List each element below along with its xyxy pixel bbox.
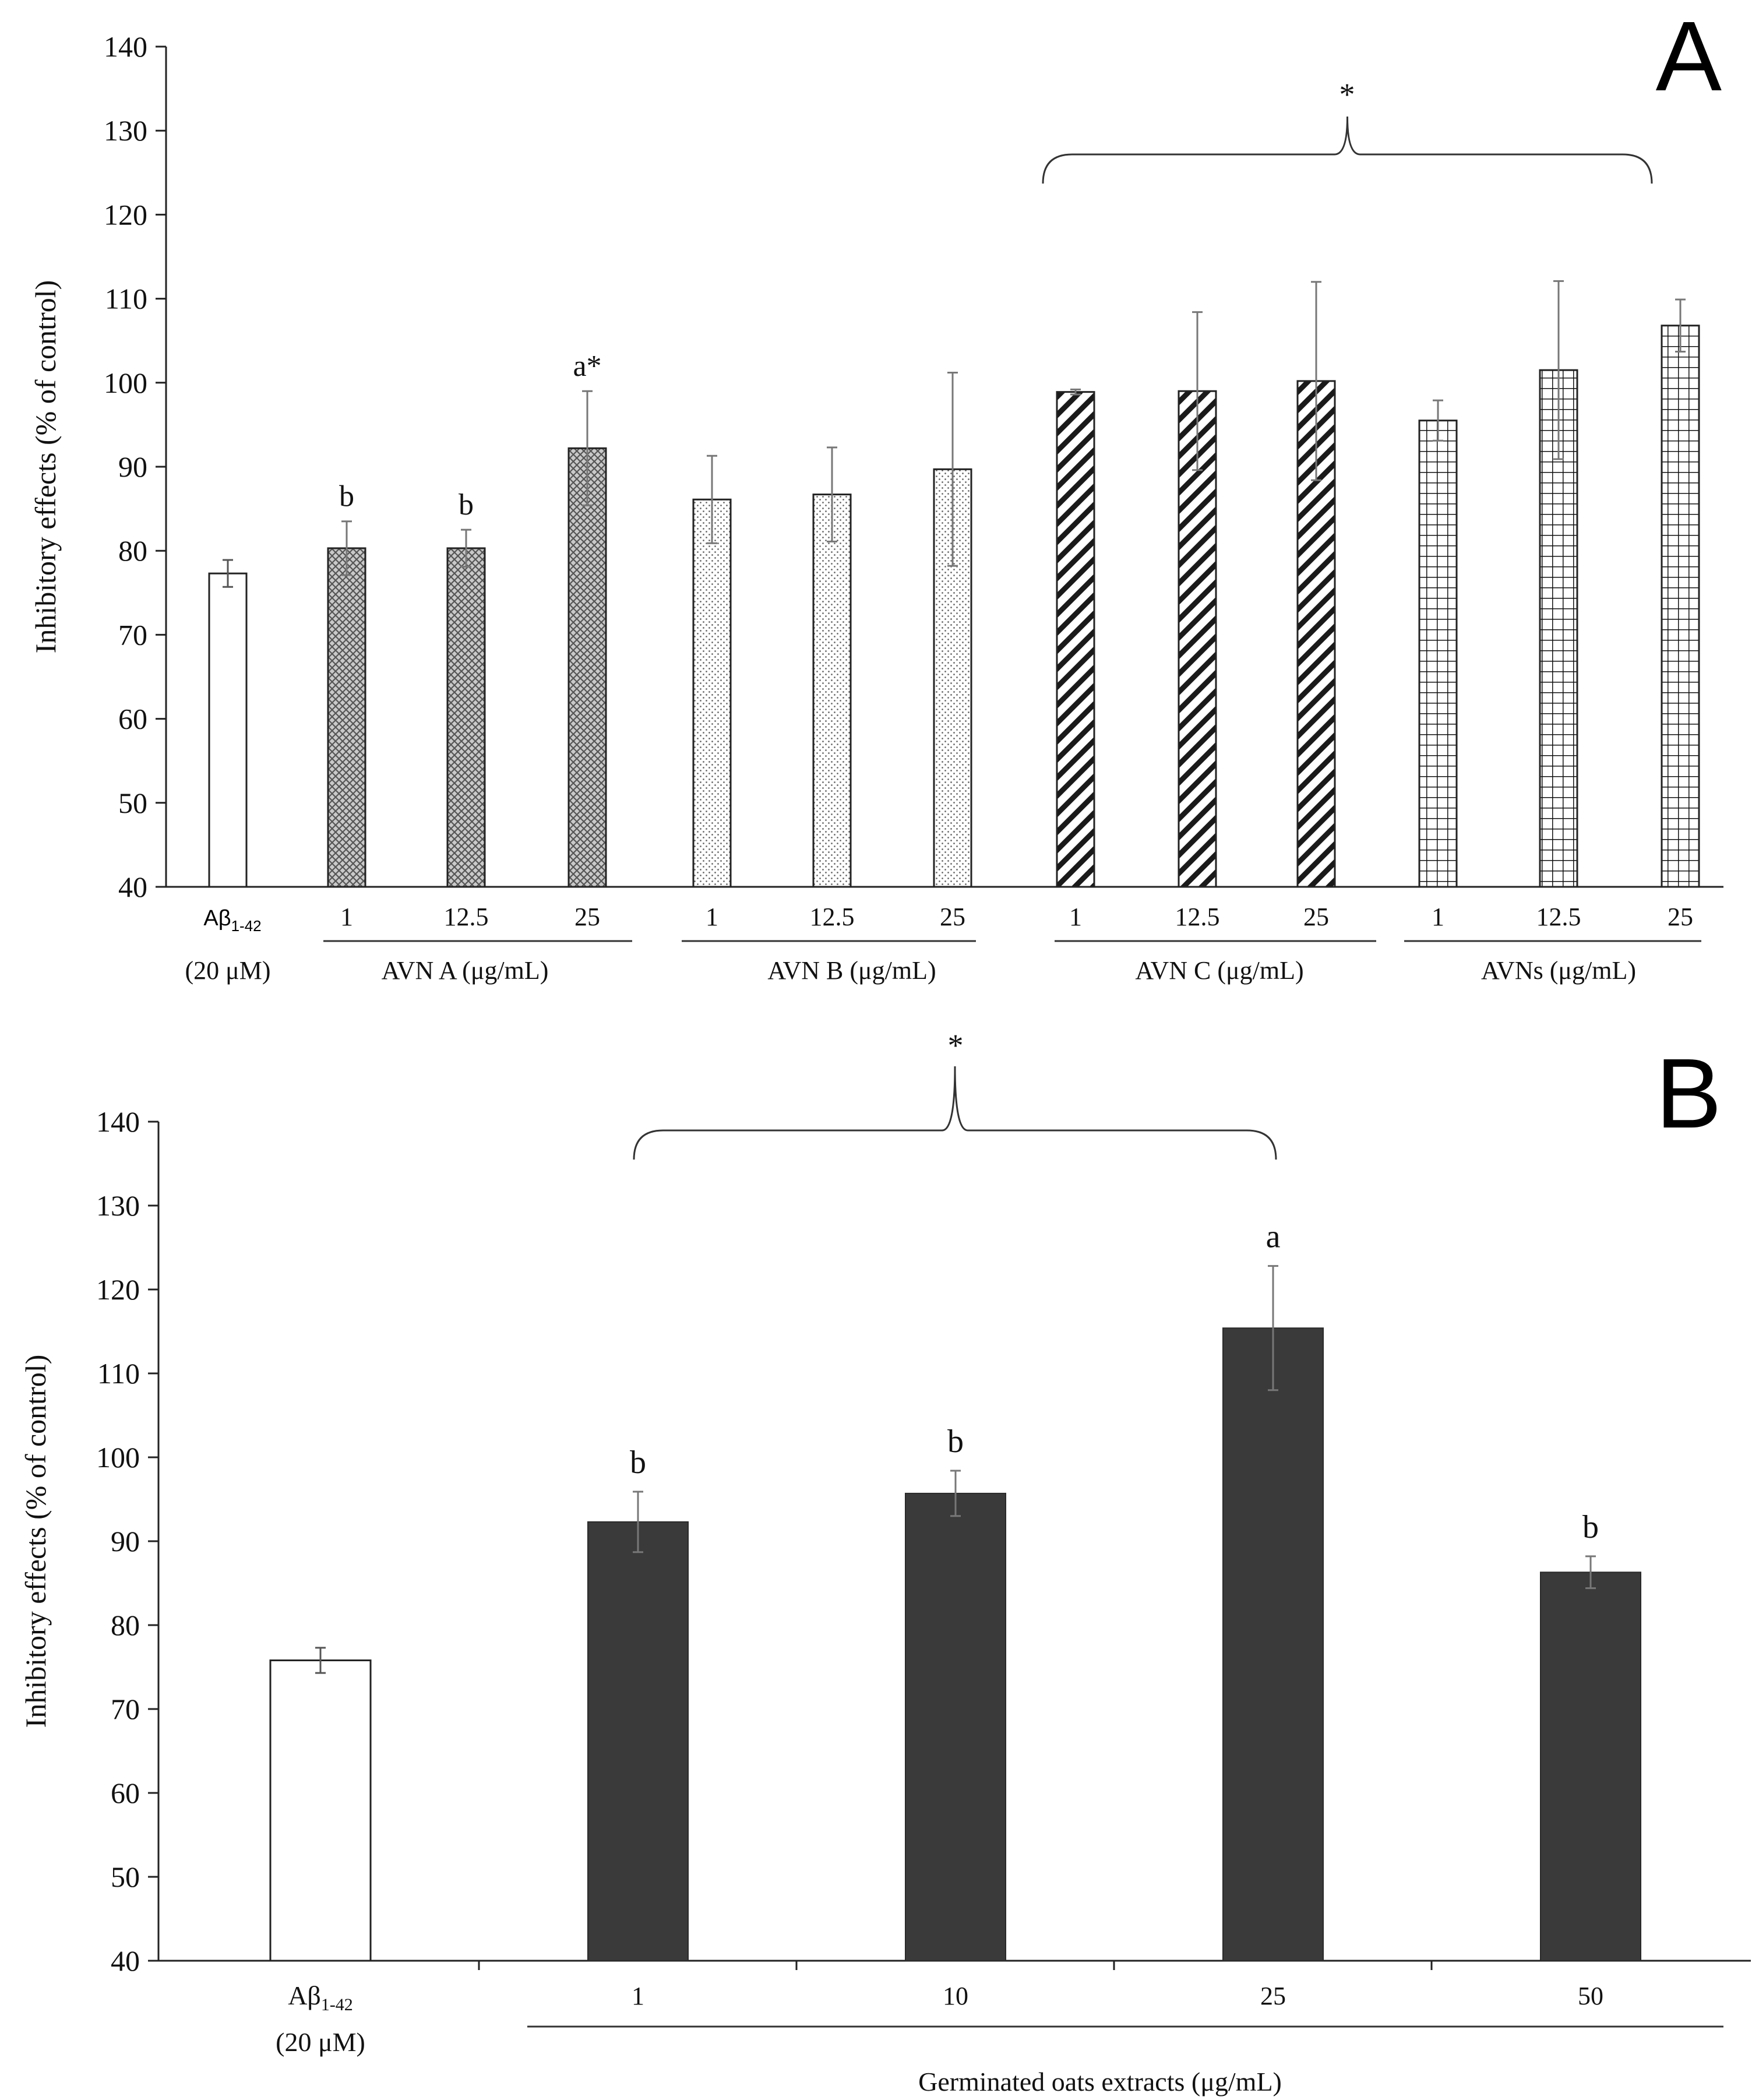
tick-label-dose: 50	[1578, 1982, 1603, 2010]
bracket-star: *	[1339, 77, 1355, 112]
y-tick-label: 60	[118, 703, 147, 735]
bar-crosshatch-2	[567, 447, 607, 888]
tick-label-dose: 25	[1303, 903, 1329, 931]
bar-control	[269, 1659, 372, 1962]
group-label: Germinated oats extracts (μg/mL)	[918, 2067, 1282, 2097]
group-label: AVNs (μg/mL)	[1481, 956, 1636, 985]
group-label: AVN B (μg/mL)	[767, 956, 936, 985]
y-tick-label: 50	[118, 787, 147, 819]
bracket-star: *	[948, 1028, 964, 1063]
group-label: AVN C (μg/mL)	[1135, 956, 1303, 985]
bar-diagonal-1	[1178, 390, 1217, 888]
tick-label-dose: 1	[1432, 903, 1444, 931]
y-tick-label: 130	[104, 114, 147, 147]
significance-bracket	[633, 1066, 1277, 1160]
tick-label-dose: 10	[943, 1982, 968, 2010]
tick-label-control: Aβ1-42	[288, 1981, 353, 2014]
tick-label-dose: 12.5	[810, 903, 855, 931]
tick-label-control-conc: (20 μM)	[276, 2027, 365, 2057]
y-tick-label: 90	[118, 450, 147, 483]
bar-extract-2	[1222, 1327, 1324, 1961]
bar-control	[208, 572, 248, 888]
panel-a: 40 50 60 70 80 90 100 110 120 130 140 Inhibitory ef…	[29, 1, 1723, 985]
y-tick-label: 120	[104, 198, 147, 231]
tick-label-dose: 12.5	[444, 903, 489, 931]
significance-label: b	[630, 1444, 646, 1481]
y-tick-label: 100	[96, 1441, 140, 1474]
y-tick-label: 80	[111, 1609, 140, 1641]
y-tick-label: 60	[111, 1777, 140, 1809]
panel-label: B	[1656, 1038, 1722, 1149]
y-tick-label: 70	[118, 618, 147, 651]
tick-label-dose: 25	[574, 903, 600, 931]
bar-dots-1	[812, 494, 852, 888]
y-tick-label: 140	[96, 1105, 140, 1138]
tick-label-control-conc: (20 μM)	[185, 956, 270, 985]
y-tick-label: 70	[111, 1693, 140, 1725]
significance-label: b	[459, 488, 474, 522]
bar-extract-0	[587, 1521, 689, 1961]
tick-label-dose: 1	[340, 903, 353, 931]
bar-grid-2	[1661, 325, 1700, 888]
y-tick-label: 80	[118, 534, 147, 567]
y-tick-label: 110	[105, 283, 147, 315]
y-axis-title: Inhibitory effects (% of control)	[29, 280, 62, 654]
y-tick-label: 40	[118, 871, 147, 903]
significance-label: a*	[573, 350, 601, 383]
tick-label-dose: 12.5	[1536, 903, 1581, 931]
tick-label-control: Aβ1-42	[203, 906, 261, 935]
y-tick-label: 120	[96, 1273, 140, 1306]
y-tick-label: 110	[97, 1357, 140, 1390]
bar-diagonal-0	[1056, 391, 1095, 888]
significance-label: b	[947, 1424, 964, 1460]
bar-extract-3	[1540, 1572, 1641, 1961]
significance-label: b	[339, 480, 354, 513]
y-tick-label: 50	[111, 1861, 140, 1893]
y-tick-label: 40	[111, 1944, 140, 1977]
y-tick-label: 100	[104, 367, 147, 399]
tick-label-dose: 1	[632, 1982, 644, 2010]
bar-dots-0	[692, 498, 732, 888]
bar-extract-1	[905, 1492, 1006, 1961]
panel-label: A	[1656, 1, 1722, 112]
bar-crosshatch-1	[446, 547, 486, 888]
bar-grid-0	[1418, 420, 1458, 888]
y-tick-label: 140	[104, 30, 147, 63]
tick-label-dose: 25	[940, 903, 965, 931]
tick-label-dose: 25	[1260, 1982, 1286, 2010]
y-axis-title: Inhibitory effects (% of control)	[19, 1355, 52, 1728]
y-tick-label: 130	[96, 1189, 140, 1222]
bar-crosshatch-0	[327, 547, 366, 888]
tick-label-dose: 12.5	[1175, 903, 1220, 931]
y-tick-label: 90	[111, 1525, 140, 1558]
significance-bracket	[1042, 116, 1653, 184]
tick-label-dose: 1	[706, 903, 718, 931]
group-label: AVN A (μg/mL)	[382, 956, 549, 985]
tick-label-dose: 1	[1069, 903, 1082, 931]
significance-label: a	[1266, 1219, 1281, 1255]
tick-label-dose: 25	[1668, 903, 1693, 931]
significance-label: b	[1582, 1509, 1599, 1545]
